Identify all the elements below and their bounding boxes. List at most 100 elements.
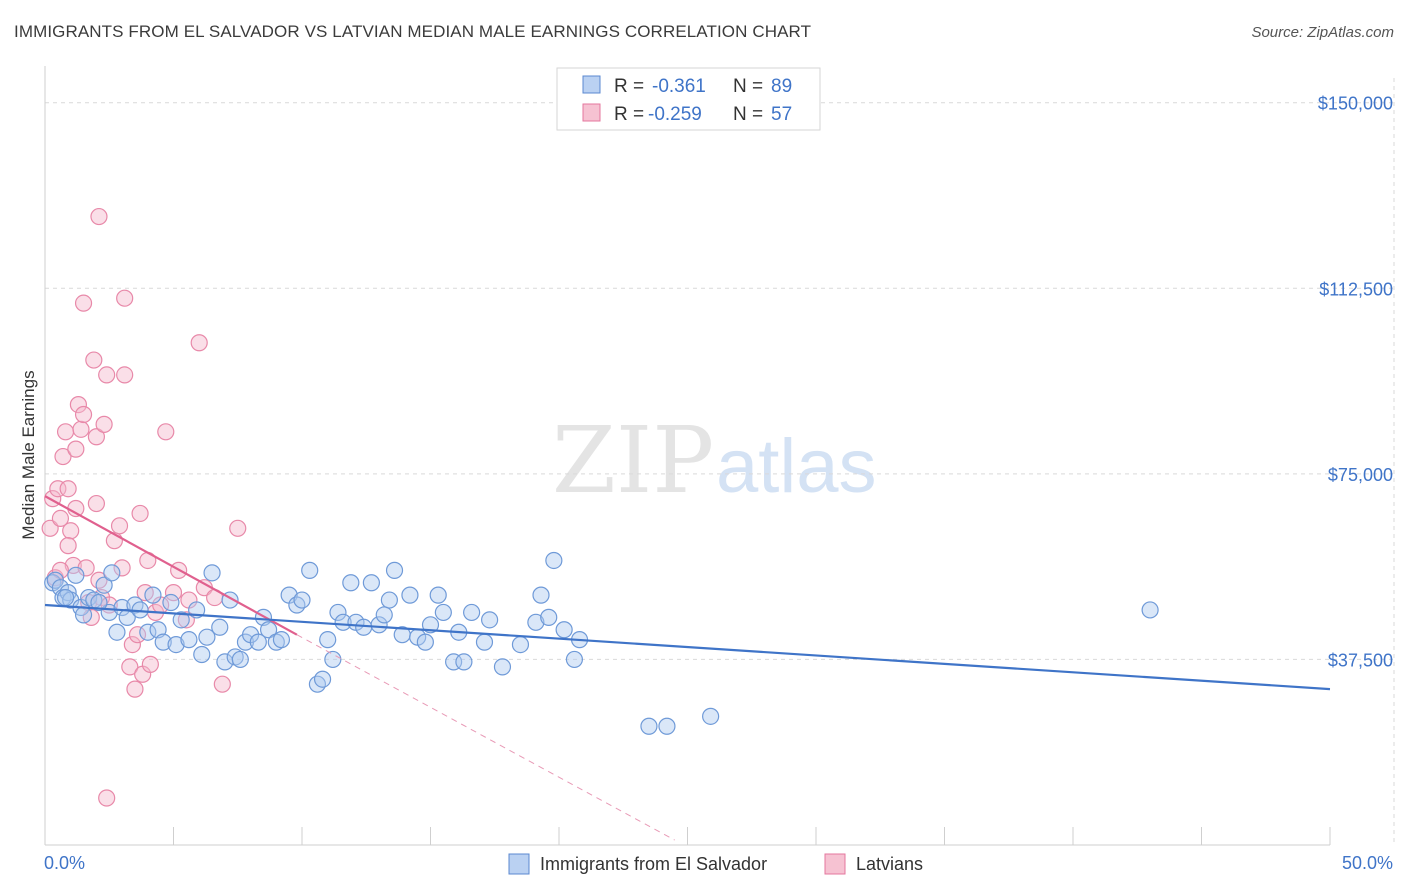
y-axis-title: Median Male Earnings [19, 370, 38, 539]
el-salvador-point [162, 593, 180, 612]
el-salvador-point [139, 623, 157, 641]
el-salvador-point [103, 564, 121, 582]
el-salvador-point [463, 603, 481, 622]
legend-label-blue[interactable]: Immigrants from El Salvador [540, 854, 767, 874]
el-salvador-point [231, 650, 249, 669]
legend-label-pink[interactable]: Latvians [856, 854, 923, 874]
latvians-point [229, 519, 247, 537]
latvians-point [123, 635, 141, 654]
latvians-point [110, 517, 129, 535]
latvians-point [116, 366, 134, 384]
el-salvador-point [385, 561, 404, 579]
el-salvador-point [126, 596, 144, 614]
el-salvador-point [527, 613, 545, 631]
el-salvador-point [313, 670, 332, 688]
el-salvador-point [90, 593, 108, 612]
latvians-point [113, 559, 131, 577]
axes [44, 66, 1331, 846]
watermark-atlas: atlas [716, 424, 877, 509]
stats-r-value-pink: -0.259 [648, 104, 702, 125]
el-salvador-point [167, 635, 185, 654]
latvians-point [95, 415, 113, 433]
el-salvador-point [640, 717, 658, 735]
stats-n-label-blue: N = [733, 76, 763, 97]
stats-r-value-blue: -0.361 [652, 76, 706, 97]
el-salvador-point [272, 631, 291, 649]
stats-r-label-blue: R = [614, 76, 644, 97]
chart-title: IMMIGRANTS FROM EL SALVADOR VS LATVIAN M… [14, 22, 812, 41]
latvians-point [213, 675, 231, 693]
el-salvador-point [334, 613, 352, 631]
y-tick-label: $37,500 [1328, 650, 1393, 670]
el-salvador-point [658, 717, 676, 735]
el-salvador-point [434, 603, 452, 622]
latvians-point [98, 789, 116, 807]
el-salvador-points [44, 551, 1159, 735]
el-salvador-point [1141, 601, 1159, 619]
watermark-zip: ZIP [552, 407, 714, 514]
latvians-point [157, 423, 175, 441]
latvians-point [90, 207, 108, 226]
el-salvador-point [565, 650, 584, 669]
el-salvador-point [293, 591, 311, 609]
stats-n-label-pink: N = [733, 104, 763, 125]
latvians-point [87, 494, 106, 513]
el-salvador-point [416, 633, 434, 651]
el-salvador-point [211, 618, 229, 636]
el-salvador-point [702, 707, 720, 725]
latvians-point [51, 561, 70, 579]
el-salvador-point [329, 603, 347, 622]
el-salvador-point [249, 633, 267, 651]
latvians-point [121, 658, 139, 676]
latvians-point [190, 334, 208, 352]
latvians-points [41, 207, 247, 807]
el-salvador-point [301, 561, 319, 579]
el-salvador-point [401, 586, 419, 604]
el-salvador-point [370, 616, 388, 634]
latvians-point [164, 584, 183, 602]
latvians-point [41, 519, 59, 537]
latvians-point [72, 420, 90, 438]
latvians-point [85, 351, 103, 369]
latvians-point [62, 522, 80, 540]
el-salvador-point [74, 606, 93, 624]
el-salvador-point [455, 653, 473, 671]
el-salvador-point [324, 650, 342, 669]
latvians-point [126, 680, 144, 698]
latvians-trend-extension [296, 634, 675, 841]
el-salvador-point [67, 566, 85, 584]
el-salvador-point [259, 621, 278, 639]
el-salvador-point [56, 588, 75, 607]
legend-swatch-pink[interactable] [824, 853, 846, 875]
legend-swatch-blue[interactable] [508, 853, 530, 875]
el-salvador-point [203, 564, 221, 582]
latvians-point [59, 480, 77, 498]
stats-swatch-blue [582, 75, 601, 94]
stats-swatch-pink [582, 103, 601, 122]
el-salvador-point [375, 606, 393, 624]
el-salvador-point [380, 591, 398, 609]
el-salvador-point [172, 611, 190, 629]
el-salvador-point [540, 608, 558, 626]
el-salvador-trend-line [44, 603, 1331, 691]
latvians-point [131, 504, 149, 523]
latvians-point [116, 289, 134, 307]
y-tick-label: $150,000 [1318, 94, 1393, 114]
el-salvador-point [555, 621, 573, 639]
y-tick-label: $75,000 [1328, 465, 1393, 485]
el-salvador-point [154, 633, 172, 651]
trend-lines [44, 495, 1331, 841]
el-salvador-point [95, 576, 113, 594]
latvians-point [128, 626, 147, 644]
el-salvador-point [342, 574, 360, 592]
latvians-point [54, 447, 72, 466]
tick-labels: $37,500 $75,000 $112,500 $150,000 0.0% 50.0% [44, 94, 1393, 873]
x-tick-label-max: 50.0% [1342, 853, 1393, 873]
el-salvador-point [144, 586, 162, 604]
el-salvador-point [362, 574, 380, 592]
el-salvador-point [108, 623, 126, 641]
el-salvador-point [475, 633, 494, 651]
el-salvador-point [319, 631, 337, 649]
latvians-point [141, 655, 159, 673]
el-salvador-point [532, 586, 550, 604]
